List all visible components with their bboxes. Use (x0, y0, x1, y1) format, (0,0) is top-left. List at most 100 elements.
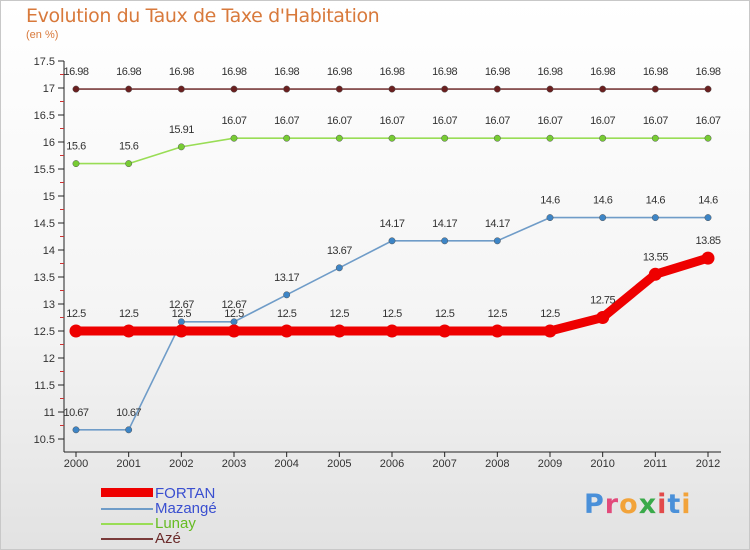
series-line-mazange (75, 216, 709, 431)
proxiti-logo: Proxiti (584, 489, 692, 520)
data-label-aze: 16.98 (221, 66, 246, 78)
data-point-lunay (704, 134, 712, 142)
data-point-aze (125, 85, 133, 93)
data-label-fortan: 12.5 (277, 308, 297, 320)
y-tick-label: 15.5 (34, 164, 55, 176)
data-point-fortan (227, 324, 241, 338)
logo-letter: i (681, 489, 692, 520)
data-label-mazange: 14.17 (485, 218, 510, 230)
data-label-aze: 16.98 (432, 66, 457, 78)
data-label-mazange: 12.67 (221, 299, 246, 311)
data-label-aze: 16.98 (379, 66, 404, 78)
x-tick-label: 2007 (432, 458, 456, 470)
data-point-fortan (648, 267, 662, 281)
y-tick-label: 12.5 (34, 326, 55, 338)
data-label-fortan: 12.5 (382, 308, 402, 320)
data-point-mazange (441, 237, 449, 245)
x-tick-label: 2009 (538, 458, 562, 470)
data-label-lunay: 15.91 (169, 124, 194, 136)
legend-swatch-mazange (101, 508, 153, 510)
logo-letter: i (657, 489, 668, 520)
data-label-lunay: 16.07 (274, 115, 299, 127)
data-label-lunay: 16.07 (432, 115, 457, 127)
data-point-mazange (283, 291, 291, 299)
y-tick-label: 14.5 (34, 218, 55, 230)
legend-item-mazange: Mazangé (101, 500, 301, 517)
data-point-mazange (388, 237, 396, 245)
logo-letter: x (638, 489, 658, 520)
data-label-lunay: 16.07 (695, 115, 720, 127)
data-label-mazange: 12.67 (169, 299, 194, 311)
data-label-fortan: 12.5 (119, 308, 139, 320)
data-point-aze (599, 85, 607, 93)
data-label-fortan: 12.5 (435, 308, 455, 320)
data-point-mazange (599, 214, 607, 222)
data-label-aze: 16.98 (643, 66, 668, 78)
data-point-aze (283, 85, 291, 93)
data-label-mazange: 10.67 (116, 407, 141, 419)
data-point-fortan (385, 324, 399, 338)
y-tick-label: 12 (43, 353, 55, 365)
data-label-aze: 16.98 (537, 66, 562, 78)
data-point-lunay (651, 134, 659, 142)
data-point-mazange (72, 426, 80, 434)
data-point-mazange (493, 237, 501, 245)
data-point-aze (493, 85, 501, 93)
data-label-fortan: 12.5 (488, 308, 508, 320)
data-label-lunay: 16.07 (221, 115, 246, 127)
data-label-mazange: 14.6 (540, 195, 560, 207)
logo-letter: o (619, 489, 639, 520)
data-label-aze: 16.98 (116, 66, 141, 78)
chart-title: Evolution du Taux de Taxe d'Habitation (26, 5, 380, 27)
data-label-lunay: 15.6 (66, 141, 86, 153)
legend-item-lunay: Lunay (101, 515, 301, 532)
data-point-aze (388, 85, 396, 93)
data-point-mazange (651, 214, 659, 222)
data-label-fortan: 12.5 (224, 308, 244, 320)
data-label-aze: 16.98 (327, 66, 352, 78)
data-label-lunay: 15.6 (119, 141, 139, 153)
series-points (69, 85, 715, 434)
x-tick-label: 2010 (590, 458, 614, 470)
data-label-fortan: 12.5 (66, 308, 86, 320)
data-point-aze (441, 85, 449, 93)
y-tick-label: 16.5 (34, 110, 55, 122)
data-label-lunay: 16.07 (379, 115, 404, 127)
y-tick-label: 11 (44, 407, 55, 419)
y-tick-label: 15 (43, 191, 55, 203)
data-point-fortan (122, 324, 136, 338)
data-point-lunay (335, 134, 343, 142)
legend-label-lunay: Lunay (155, 515, 196, 532)
data-point-aze (546, 85, 554, 93)
chart-axes: 10.5 11 11.5 12 12.5 13 13.5 14 14.5 15 15.5 16 16.5… (34, 56, 721, 470)
data-point-mazange (704, 214, 712, 222)
data-label-fortan: 12.75 (590, 295, 615, 307)
data-label-lunay: 16.07 (643, 115, 668, 127)
data-label-aze: 16.98 (274, 66, 299, 78)
data-label-aze: 16.98 (63, 66, 88, 78)
data-label-aze: 16.98 (590, 66, 615, 78)
data-label-fortan: 12.5 (172, 308, 192, 320)
data-label-fortan: 13.55 (643, 251, 668, 263)
data-point-fortan (490, 324, 504, 338)
data-label-aze: 16.98 (695, 66, 720, 78)
x-tick-label: 2002 (169, 458, 193, 470)
data-point-aze (704, 85, 712, 93)
data-label-fortan: 12.5 (540, 308, 560, 320)
y-tick-label: 13 (43, 299, 55, 311)
legend-label-mazange: Mazangé (155, 500, 217, 517)
legend-label-fortan: FORTAN (155, 485, 216, 502)
logo-letter: P (584, 489, 605, 520)
data-point-lunay (125, 160, 133, 168)
x-tick-label: 2005 (327, 458, 351, 470)
data-label-mazange: 14.17 (379, 218, 404, 230)
data-point-fortan (596, 311, 610, 324)
logo-letter: r (604, 489, 620, 520)
data-label-fortan: 13.85 (695, 235, 720, 247)
data-label-lunay: 16.07 (537, 115, 562, 127)
data-point-fortan (280, 324, 294, 338)
y-tick-label: 17.5 (34, 56, 55, 68)
data-point-fortan (332, 324, 346, 338)
